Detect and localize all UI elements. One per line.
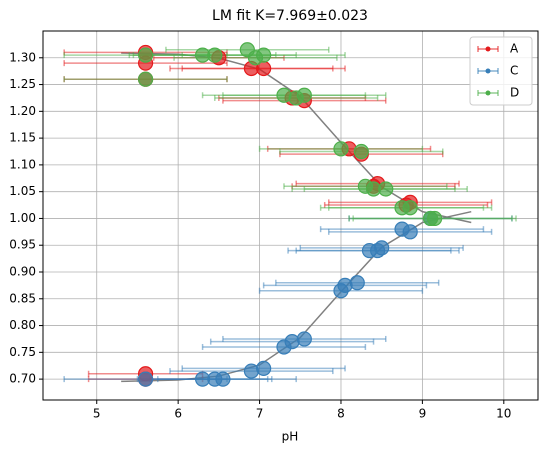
- x-tick-label: 5: [93, 407, 101, 421]
- point: [137, 371, 154, 387]
- x-tick-label: 9: [419, 407, 427, 421]
- y-tick-label: 0.75: [9, 345, 36, 359]
- point: [256, 47, 272, 63]
- point: [137, 71, 154, 87]
- point: [137, 47, 154, 63]
- point: [402, 200, 418, 216]
- point: [427, 210, 443, 227]
- legend-dot: [485, 90, 491, 96]
- legend-label: C: [510, 64, 518, 78]
- y-tick-label: 1.10: [9, 157, 36, 171]
- y-tick-label: 1.05: [9, 184, 36, 198]
- point: [276, 87, 292, 103]
- point: [296, 87, 312, 103]
- chart-title: LM fit K=7.969±0.023: [212, 8, 368, 24]
- legend: ACD: [469, 36, 533, 106]
- x-tick-label: 7: [256, 407, 264, 421]
- y-tick-label: 1.25: [9, 77, 36, 91]
- x-tick-label: 10: [496, 407, 511, 421]
- y-tick-label: 0.85: [9, 291, 36, 305]
- y-tick-label: 1.15: [9, 131, 36, 145]
- y-tick-label: 0.90: [9, 265, 36, 279]
- y-tick-label: 1.20: [9, 104, 36, 118]
- legend-box: [469, 36, 533, 106]
- legend-dot: [485, 46, 491, 52]
- x-axis-label: pH: [282, 430, 299, 444]
- y-tick-label: 0.80: [9, 318, 36, 332]
- point: [215, 371, 231, 387]
- point: [256, 360, 272, 377]
- legend-label: A: [510, 42, 519, 56]
- x-tick-label: 8: [337, 407, 345, 421]
- point: [243, 363, 260, 379]
- y-tick-label: 1.00: [9, 211, 36, 225]
- legend-label: D: [510, 86, 519, 100]
- point: [333, 141, 349, 157]
- point: [296, 331, 312, 347]
- point: [349, 275, 365, 291]
- x-tick-label: 6: [174, 407, 182, 421]
- fit-curve: [121, 210, 472, 383]
- point: [378, 181, 394, 197]
- point: [284, 334, 300, 350]
- point: [337, 277, 353, 293]
- point: [402, 224, 418, 240]
- point: [207, 47, 223, 63]
- point: [374, 240, 390, 256]
- y-tick-label: 1.30: [9, 50, 36, 64]
- point: [353, 143, 369, 160]
- plot-frame: [42, 30, 539, 401]
- legend-dot: [485, 68, 491, 74]
- y-tick-label: 0.70: [9, 372, 36, 386]
- y-tick-label: 0.95: [9, 238, 36, 252]
